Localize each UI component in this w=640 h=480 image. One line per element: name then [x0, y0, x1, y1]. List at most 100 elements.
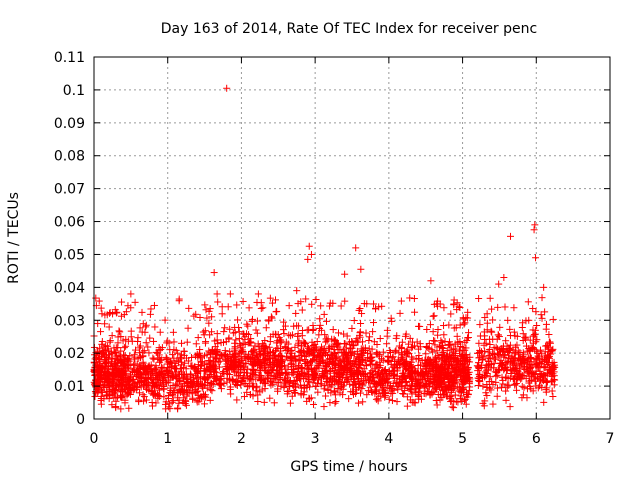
data-point — [270, 375, 278, 383]
data-point — [423, 344, 431, 352]
x-tick-label: 6 — [532, 431, 541, 447]
data-point — [96, 344, 104, 352]
data-point — [105, 323, 113, 331]
data-point — [440, 304, 448, 312]
data-point — [425, 388, 433, 396]
data-point — [239, 375, 247, 383]
data-point — [180, 394, 188, 402]
y-tick-label: 0.1 — [63, 83, 85, 99]
data-point — [460, 320, 468, 328]
data-point — [549, 392, 557, 400]
data-point — [510, 304, 518, 312]
data-point — [233, 396, 241, 404]
y-tick-label: 0.09 — [54, 116, 85, 132]
data-point — [354, 399, 362, 407]
data-point — [134, 334, 142, 342]
data-point — [385, 395, 393, 403]
data-point — [266, 294, 274, 302]
data-point — [229, 329, 237, 337]
data-point — [106, 338, 114, 346]
data-point — [441, 360, 449, 368]
data-point — [391, 370, 399, 378]
data-point — [413, 338, 421, 346]
data-point — [161, 316, 169, 324]
data-point — [330, 387, 338, 395]
data-point — [413, 377, 421, 385]
data-point — [166, 358, 174, 366]
data-point — [112, 309, 120, 317]
data-point — [151, 323, 159, 331]
data-point — [148, 402, 156, 410]
data-point — [403, 393, 411, 401]
data-point — [529, 305, 537, 313]
data-point — [322, 335, 330, 343]
data-point — [365, 345, 373, 353]
data-point — [113, 308, 121, 316]
data-point — [430, 337, 438, 345]
data-point — [378, 302, 386, 310]
data-point — [127, 304, 135, 312]
data-point — [491, 354, 499, 362]
data-point — [175, 399, 183, 407]
data-point — [288, 392, 296, 400]
data-point — [496, 323, 504, 331]
data-point — [326, 302, 334, 310]
data-point — [408, 390, 416, 398]
data-point — [332, 361, 340, 369]
data-point — [432, 397, 440, 405]
data-point — [438, 354, 446, 362]
y-axis-label: ROTI / TECUs — [6, 192, 22, 284]
data-point — [486, 294, 494, 302]
data-point — [309, 327, 317, 335]
x-tick-label: 7 — [606, 431, 615, 447]
data-point — [426, 391, 434, 399]
data-point — [389, 354, 397, 362]
data-point — [507, 365, 515, 373]
data-point — [249, 392, 257, 400]
data-point — [388, 397, 396, 405]
data-point — [373, 340, 381, 348]
data-point — [548, 387, 556, 395]
data-point — [291, 389, 299, 397]
data-point — [205, 319, 213, 327]
data-point — [423, 325, 431, 333]
data-point — [398, 338, 406, 346]
data-point — [313, 338, 321, 346]
data-point — [316, 321, 324, 329]
data-point — [166, 405, 174, 413]
data-point — [525, 355, 533, 363]
data-point — [406, 294, 414, 302]
data-point — [200, 331, 208, 339]
data-point — [331, 391, 339, 399]
data-point — [416, 340, 424, 348]
data-point — [243, 388, 251, 396]
data-point — [97, 304, 105, 312]
data-point — [116, 328, 124, 336]
data-point — [166, 376, 174, 384]
data-point — [403, 402, 411, 410]
data-point — [366, 355, 374, 363]
data-point — [430, 312, 438, 320]
data-point — [257, 372, 265, 380]
data-point — [101, 320, 109, 328]
data-point — [542, 386, 550, 394]
data-point — [131, 298, 139, 306]
data-point — [447, 310, 455, 318]
data-point — [235, 323, 243, 331]
data-point — [391, 348, 399, 356]
data-point — [475, 339, 483, 347]
data-point — [203, 314, 211, 322]
data-point — [483, 392, 491, 400]
data-point — [136, 324, 144, 332]
data-point — [348, 324, 356, 332]
data-point — [194, 334, 202, 342]
data-point — [492, 372, 500, 380]
data-point — [104, 342, 112, 350]
data-point — [148, 369, 156, 377]
data-point — [315, 331, 323, 339]
data-point — [130, 351, 138, 359]
data-point — [97, 328, 105, 336]
data-point — [297, 298, 305, 306]
data-point — [141, 328, 149, 336]
data-point — [300, 375, 308, 383]
